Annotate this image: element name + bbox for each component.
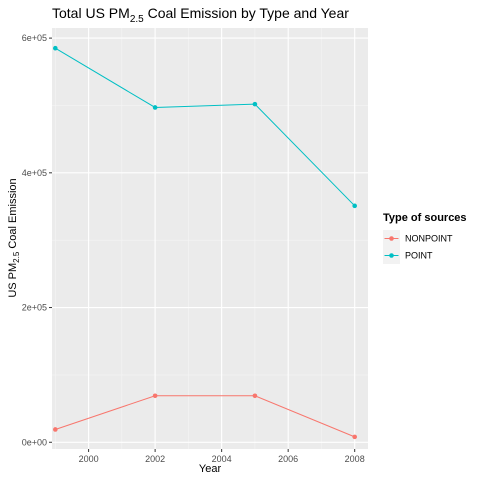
legend-key-point-nonpoint (389, 236, 394, 241)
y-tick-label-1: 2e+05 (22, 303, 47, 313)
x-axis-ticks: 2000 2002 2004 2006 2008 (79, 449, 365, 464)
legend-label-point: POINT (405, 251, 433, 261)
data-point-point-1999 (53, 45, 58, 51)
legend-title: Type of sources (383, 212, 467, 224)
data-point-point-2008 (352, 203, 357, 209)
legend-key-point-point (389, 253, 394, 258)
series-lines (55, 47, 356, 438)
data-point-nonpoint-1999 (53, 427, 58, 432)
series-points (53, 45, 357, 440)
legend-label-nonpoint: NONPOINT (405, 234, 453, 244)
y-tick-label-3: 6e+05 (22, 33, 47, 43)
series-line-point (55, 47, 356, 207)
data-point-nonpoint-2002 (152, 393, 158, 399)
y-axis-title: US PM2.5 Coal Emission (7, 178, 21, 297)
grid-minor (52, 28, 368, 449)
x-tick-label-4: 2008 (345, 454, 365, 464)
plot-panel (52, 28, 368, 449)
x-tick-label-1: 2002 (145, 454, 165, 464)
y-axis-ticks: 0e+00 2e+05 4e+05 6e+05 (22, 33, 52, 447)
data-point-nonpoint-2008 (352, 434, 357, 440)
series-line-nonpoint (55, 395, 355, 438)
x-tick-label-0: 2000 (79, 454, 99, 464)
y-tick-label-0: 0e+00 (22, 437, 47, 447)
x-axis-title: Year (199, 463, 222, 475)
data-point-point-2002 (152, 105, 158, 110)
legend: Type of sources NONPOINT POINT (383, 212, 467, 264)
data-point-nonpoint-2005 (252, 393, 258, 399)
grid-major (52, 28, 368, 449)
x-tick-label-3: 2006 (278, 454, 298, 464)
data-point-point-2005 (252, 101, 258, 107)
chart-title: Total US PM2.5 Coal Emission by Type and… (52, 5, 349, 25)
y-tick-label-2: 4e+05 (22, 168, 47, 178)
x-tick-label-2: 2004 (212, 454, 232, 464)
